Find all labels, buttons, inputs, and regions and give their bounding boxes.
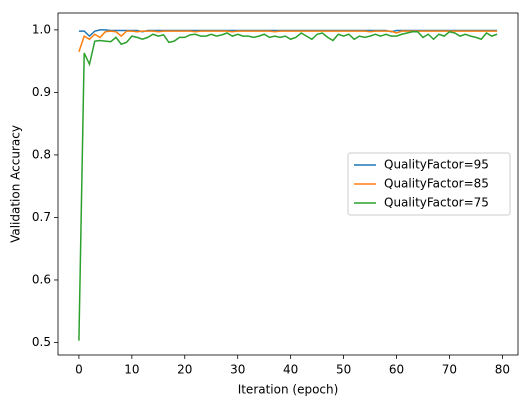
x-tick-label: 0: [75, 363, 83, 377]
legend-label: QualityFactor=95: [384, 158, 489, 172]
y-axis-label: Validation Accuracy: [9, 125, 23, 243]
legend-label: QualityFactor=75: [384, 196, 489, 210]
y-tick-label: 0.6: [32, 272, 51, 286]
x-tick-label: 70: [442, 363, 457, 377]
y-tick-label: 0.7: [32, 210, 51, 224]
x-tick-label: 20: [177, 363, 192, 377]
x-tick-label: 10: [124, 363, 139, 377]
legend-box: [347, 152, 511, 216]
y-tick-label: 0.5: [32, 335, 51, 349]
x-tick-label: 40: [283, 363, 298, 377]
plot-frame: [57, 12, 519, 356]
series-line: [78, 30, 498, 341]
y-tick-label: 0.8: [32, 147, 51, 161]
legend-label: QualityFactor=85: [384, 177, 489, 191]
x-tick-label: 80: [495, 363, 510, 377]
x-tick-label: 50: [336, 363, 351, 377]
x-tick-label: 60: [389, 363, 404, 377]
legend: QualityFactor=95 QualityFactor=85 QualityF…: [347, 152, 511, 216]
series-line: [78, 30, 498, 53]
y-tick-label: 1.0: [32, 22, 51, 36]
y-tick-label: 0.9: [32, 85, 51, 99]
x-axis-label: Iteration (epoch): [238, 383, 339, 397]
x-tick-label: 30: [230, 363, 245, 377]
